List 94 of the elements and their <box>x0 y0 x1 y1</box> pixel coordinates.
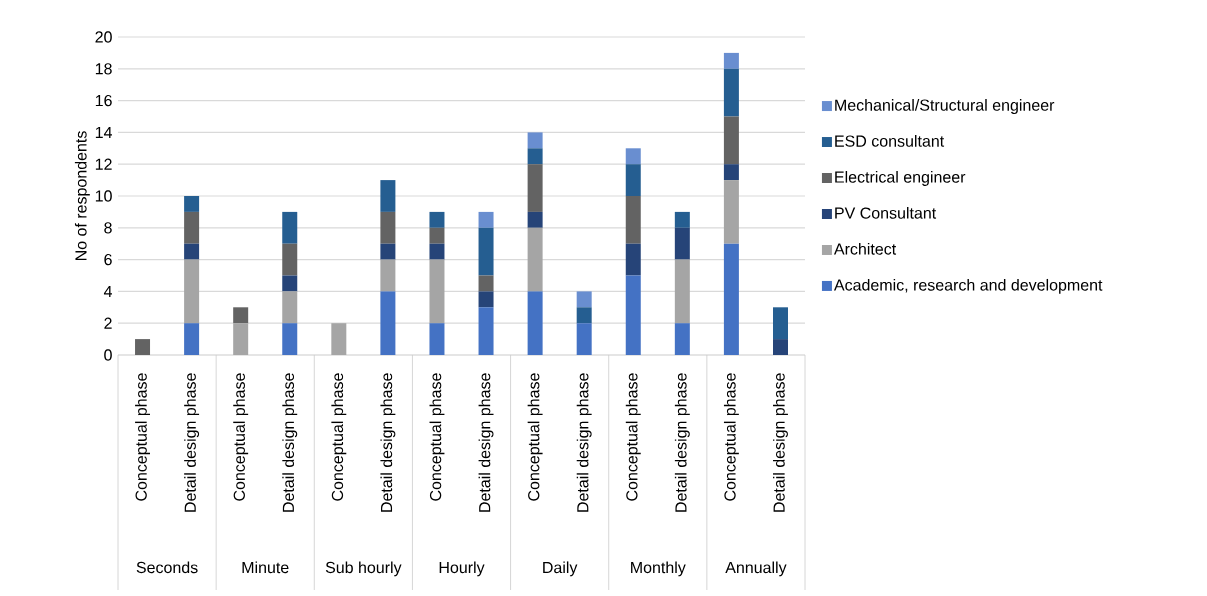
text: Daily <box>543 561 578 577</box>
x-tick-label: Conceptual phase <box>331 373 347 501</box>
bar <box>282 243 298 276</box>
bar <box>625 164 641 196</box>
y-tick-label: 10 <box>95 190 112 202</box>
bar <box>478 211 494 228</box>
bar <box>380 211 396 244</box>
x-tick-label: Conceptual phase <box>625 373 641 501</box>
bar <box>135 339 151 355</box>
bar <box>723 180 739 244</box>
bar <box>723 164 739 181</box>
y-tick-label: 18 <box>95 63 112 75</box>
bar <box>282 323 298 355</box>
bar <box>527 211 543 228</box>
bar <box>723 116 739 165</box>
legend-label: Mechanical/Structural engineer <box>835 99 1055 114</box>
y-tick-label: 16 <box>95 94 112 107</box>
bar <box>625 243 641 276</box>
bar <box>478 291 494 308</box>
bar <box>282 211 298 244</box>
bar <box>233 323 249 355</box>
bar <box>527 291 543 355</box>
bar <box>184 211 200 244</box>
bar <box>331 323 347 355</box>
bar <box>527 148 543 165</box>
x-tick-label: Conceptual phase <box>723 373 739 501</box>
text: Hourly <box>439 561 485 577</box>
bar <box>576 323 592 355</box>
y-tick-label: 14 <box>95 126 112 138</box>
x-tick-label: Conceptual phase <box>135 373 150 501</box>
y-axis-title: No of respondents <box>74 131 90 261</box>
bar <box>184 196 200 212</box>
bar <box>625 275 641 355</box>
x-tick-label: Detail design phase <box>184 373 200 512</box>
bar <box>429 243 445 260</box>
bar <box>576 307 592 324</box>
bar <box>674 227 690 260</box>
x-tick-label: Detail design phase <box>282 373 298 512</box>
bar <box>478 307 494 355</box>
text: Minute <box>242 561 289 574</box>
legend-label: Architect <box>833 242 897 255</box>
text: Seconds <box>136 561 198 574</box>
bar <box>380 291 396 355</box>
y-tick-label: 12 <box>95 158 112 170</box>
bar <box>478 227 494 276</box>
bar <box>184 323 200 355</box>
bar <box>674 211 690 228</box>
bar <box>429 323 445 355</box>
x-tick-label: Detail design phase <box>478 373 494 512</box>
bar <box>772 307 788 340</box>
y-tick-label: 0 <box>104 349 112 361</box>
x-tick-label: Conceptual phase <box>233 373 249 501</box>
x-tick-label: Conceptual phase <box>527 373 543 501</box>
bar <box>674 323 690 355</box>
bar <box>576 291 592 308</box>
text: Monthly <box>631 561 686 577</box>
y-tick-label: 4 <box>103 285 113 297</box>
text: Sub hourly <box>325 561 402 577</box>
bar <box>527 132 543 149</box>
y-tick-label: 2 <box>104 317 112 329</box>
y-tick-label: 20 <box>95 31 112 43</box>
bar <box>184 243 200 260</box>
bar <box>380 243 396 260</box>
bar <box>527 164 543 212</box>
text: Annually <box>725 561 787 577</box>
bar <box>527 227 543 292</box>
bar <box>478 275 494 292</box>
bar <box>282 275 298 292</box>
legend-label: Academic, research and development <box>833 278 1103 294</box>
bar <box>674 259 690 324</box>
bar <box>282 291 298 324</box>
x-tick-label: Detail design phase <box>674 373 690 512</box>
x-tick-label: Detail design phase <box>380 373 396 512</box>
bar <box>380 259 396 292</box>
bar <box>429 259 445 324</box>
x-tick-label: Conceptual phase <box>429 373 445 501</box>
y-tick-label: 6 <box>104 253 112 266</box>
legend-label: Electrical engineer <box>835 171 966 186</box>
legend-label: ESD consultant <box>835 135 945 147</box>
legend-label: PV Consultant <box>835 206 937 219</box>
x-tick-label: Detail design phase <box>773 373 788 512</box>
bar <box>184 259 200 324</box>
bar <box>233 307 249 324</box>
bar <box>625 148 641 165</box>
bar <box>625 196 641 244</box>
bar <box>723 68 739 117</box>
bar <box>429 211 445 228</box>
y-tick-label: 8 <box>104 222 112 234</box>
bar <box>723 52 739 69</box>
bar <box>723 243 739 355</box>
x-tick-label: Detail design phase <box>576 373 592 512</box>
bar <box>380 180 396 212</box>
bar <box>772 339 788 355</box>
bar <box>429 227 445 244</box>
